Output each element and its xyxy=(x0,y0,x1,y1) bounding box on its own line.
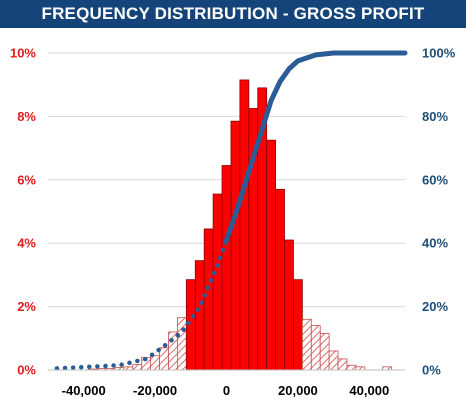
bar-22 xyxy=(284,239,294,371)
bar-20 xyxy=(266,139,276,371)
y-left-tick-label: 0% xyxy=(17,363,36,378)
bar-17 xyxy=(239,79,250,371)
histogram-bars xyxy=(87,79,393,371)
bar-25 xyxy=(310,325,321,371)
x-tick-label: 20,000 xyxy=(278,383,318,398)
bar-9 xyxy=(168,331,178,371)
y-right-tick-label: 60% xyxy=(422,172,448,187)
y-right-tick-label: 20% xyxy=(422,299,448,314)
bar-16 xyxy=(230,120,241,371)
y-left-tick-label: 4% xyxy=(17,236,36,251)
x-tick-label: -20,000 xyxy=(133,383,177,398)
x-tick-label: 0 xyxy=(223,383,230,398)
bar-13 xyxy=(203,228,214,371)
bar-24 xyxy=(301,318,312,371)
y-left-tick-label: 2% xyxy=(17,299,36,314)
bar-12 xyxy=(194,260,205,371)
cumulative-line-solid xyxy=(224,50,408,243)
x-tick-label: 40,000 xyxy=(349,383,389,398)
bar-5 xyxy=(132,364,143,371)
bar-27 xyxy=(328,350,339,371)
y-right-tick-label: 0% xyxy=(422,363,441,378)
bar-26 xyxy=(319,333,330,371)
chart-title: FREQUENCY DISTRIBUTION - GROSS PROFIT xyxy=(0,0,466,28)
bar-8 xyxy=(159,347,169,371)
bar-10 xyxy=(177,317,187,371)
axes: 0% 2% 4% 6% 8% 10% 0% 20% 40% 60% 80% 100% -40,000 -2… xyxy=(10,46,456,399)
bar-14 xyxy=(212,193,223,371)
y-left-tick-label: 8% xyxy=(17,109,36,124)
bar-7 xyxy=(150,355,160,371)
cumulative-line xyxy=(54,50,408,371)
x-tick-label: -40,000 xyxy=(62,383,106,398)
y-right-tick-label: 100% xyxy=(422,46,456,61)
y-left-tick-label: 6% xyxy=(17,172,36,187)
bar-21 xyxy=(275,188,285,371)
bar-15 xyxy=(221,165,232,371)
y-left-tick-label: 10% xyxy=(10,46,36,61)
bar-23 xyxy=(293,279,303,371)
y-right-tick-label: 80% xyxy=(422,109,448,124)
bar-29 xyxy=(346,364,357,371)
cumulative-line-dotted xyxy=(54,237,229,371)
bar-28 xyxy=(337,358,348,371)
y-right-tick-label: 40% xyxy=(422,236,448,251)
